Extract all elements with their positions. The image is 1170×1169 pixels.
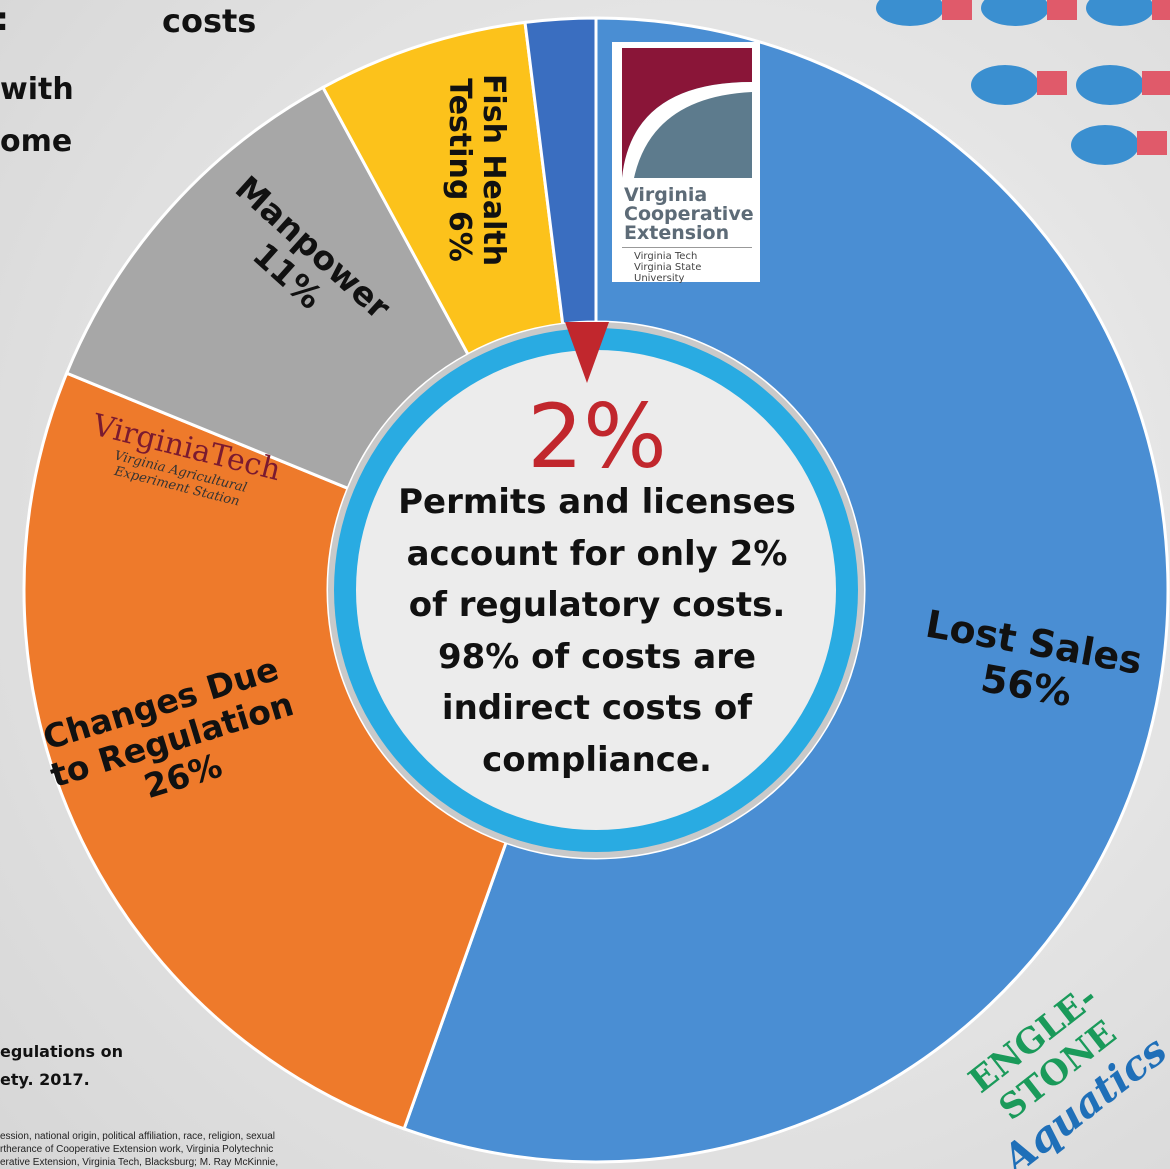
center-line: account for only 2%: [387, 534, 807, 574]
text-fragment: :: [0, 0, 9, 38]
vce-mark: [612, 42, 760, 182]
source: ety. 2017.: [0, 1070, 90, 1089]
center-line: of regulatory costs.: [387, 585, 807, 625]
center-line: compliance.: [387, 740, 807, 780]
fine-print: rtherance of Cooperative Extension work,…: [0, 1144, 273, 1155]
text-fragment: costs: [162, 2, 256, 40]
vce-title-line: Extension: [624, 224, 760, 243]
fine-print: erative Extension, Virginia Tech, Blacks…: [0, 1157, 278, 1168]
value-label: 6%: [442, 211, 477, 262]
vce-sub-line: Virginia Tech: [634, 251, 752, 262]
center-line: Permits and licenses: [387, 482, 807, 522]
infographic: Lost Sales56%Changes Due to Regulation26…: [0, 0, 1170, 1169]
center-value: 2%: [387, 385, 807, 488]
text-fragment: with: [0, 72, 74, 107]
vce-sub-line: Virginia State University: [634, 262, 752, 284]
source: egulations on: [0, 1042, 123, 1061]
fine-print: ession, national origin, political affil…: [0, 1131, 275, 1142]
center-line: indirect costs of: [387, 688, 807, 728]
slice-label: Fish Health Testing 6%: [416, 70, 536, 270]
label-body: Fish Health Testing 6%: [442, 70, 511, 270]
text-fragment: ome: [0, 124, 72, 159]
center-line: 98% of costs are: [387, 637, 807, 677]
